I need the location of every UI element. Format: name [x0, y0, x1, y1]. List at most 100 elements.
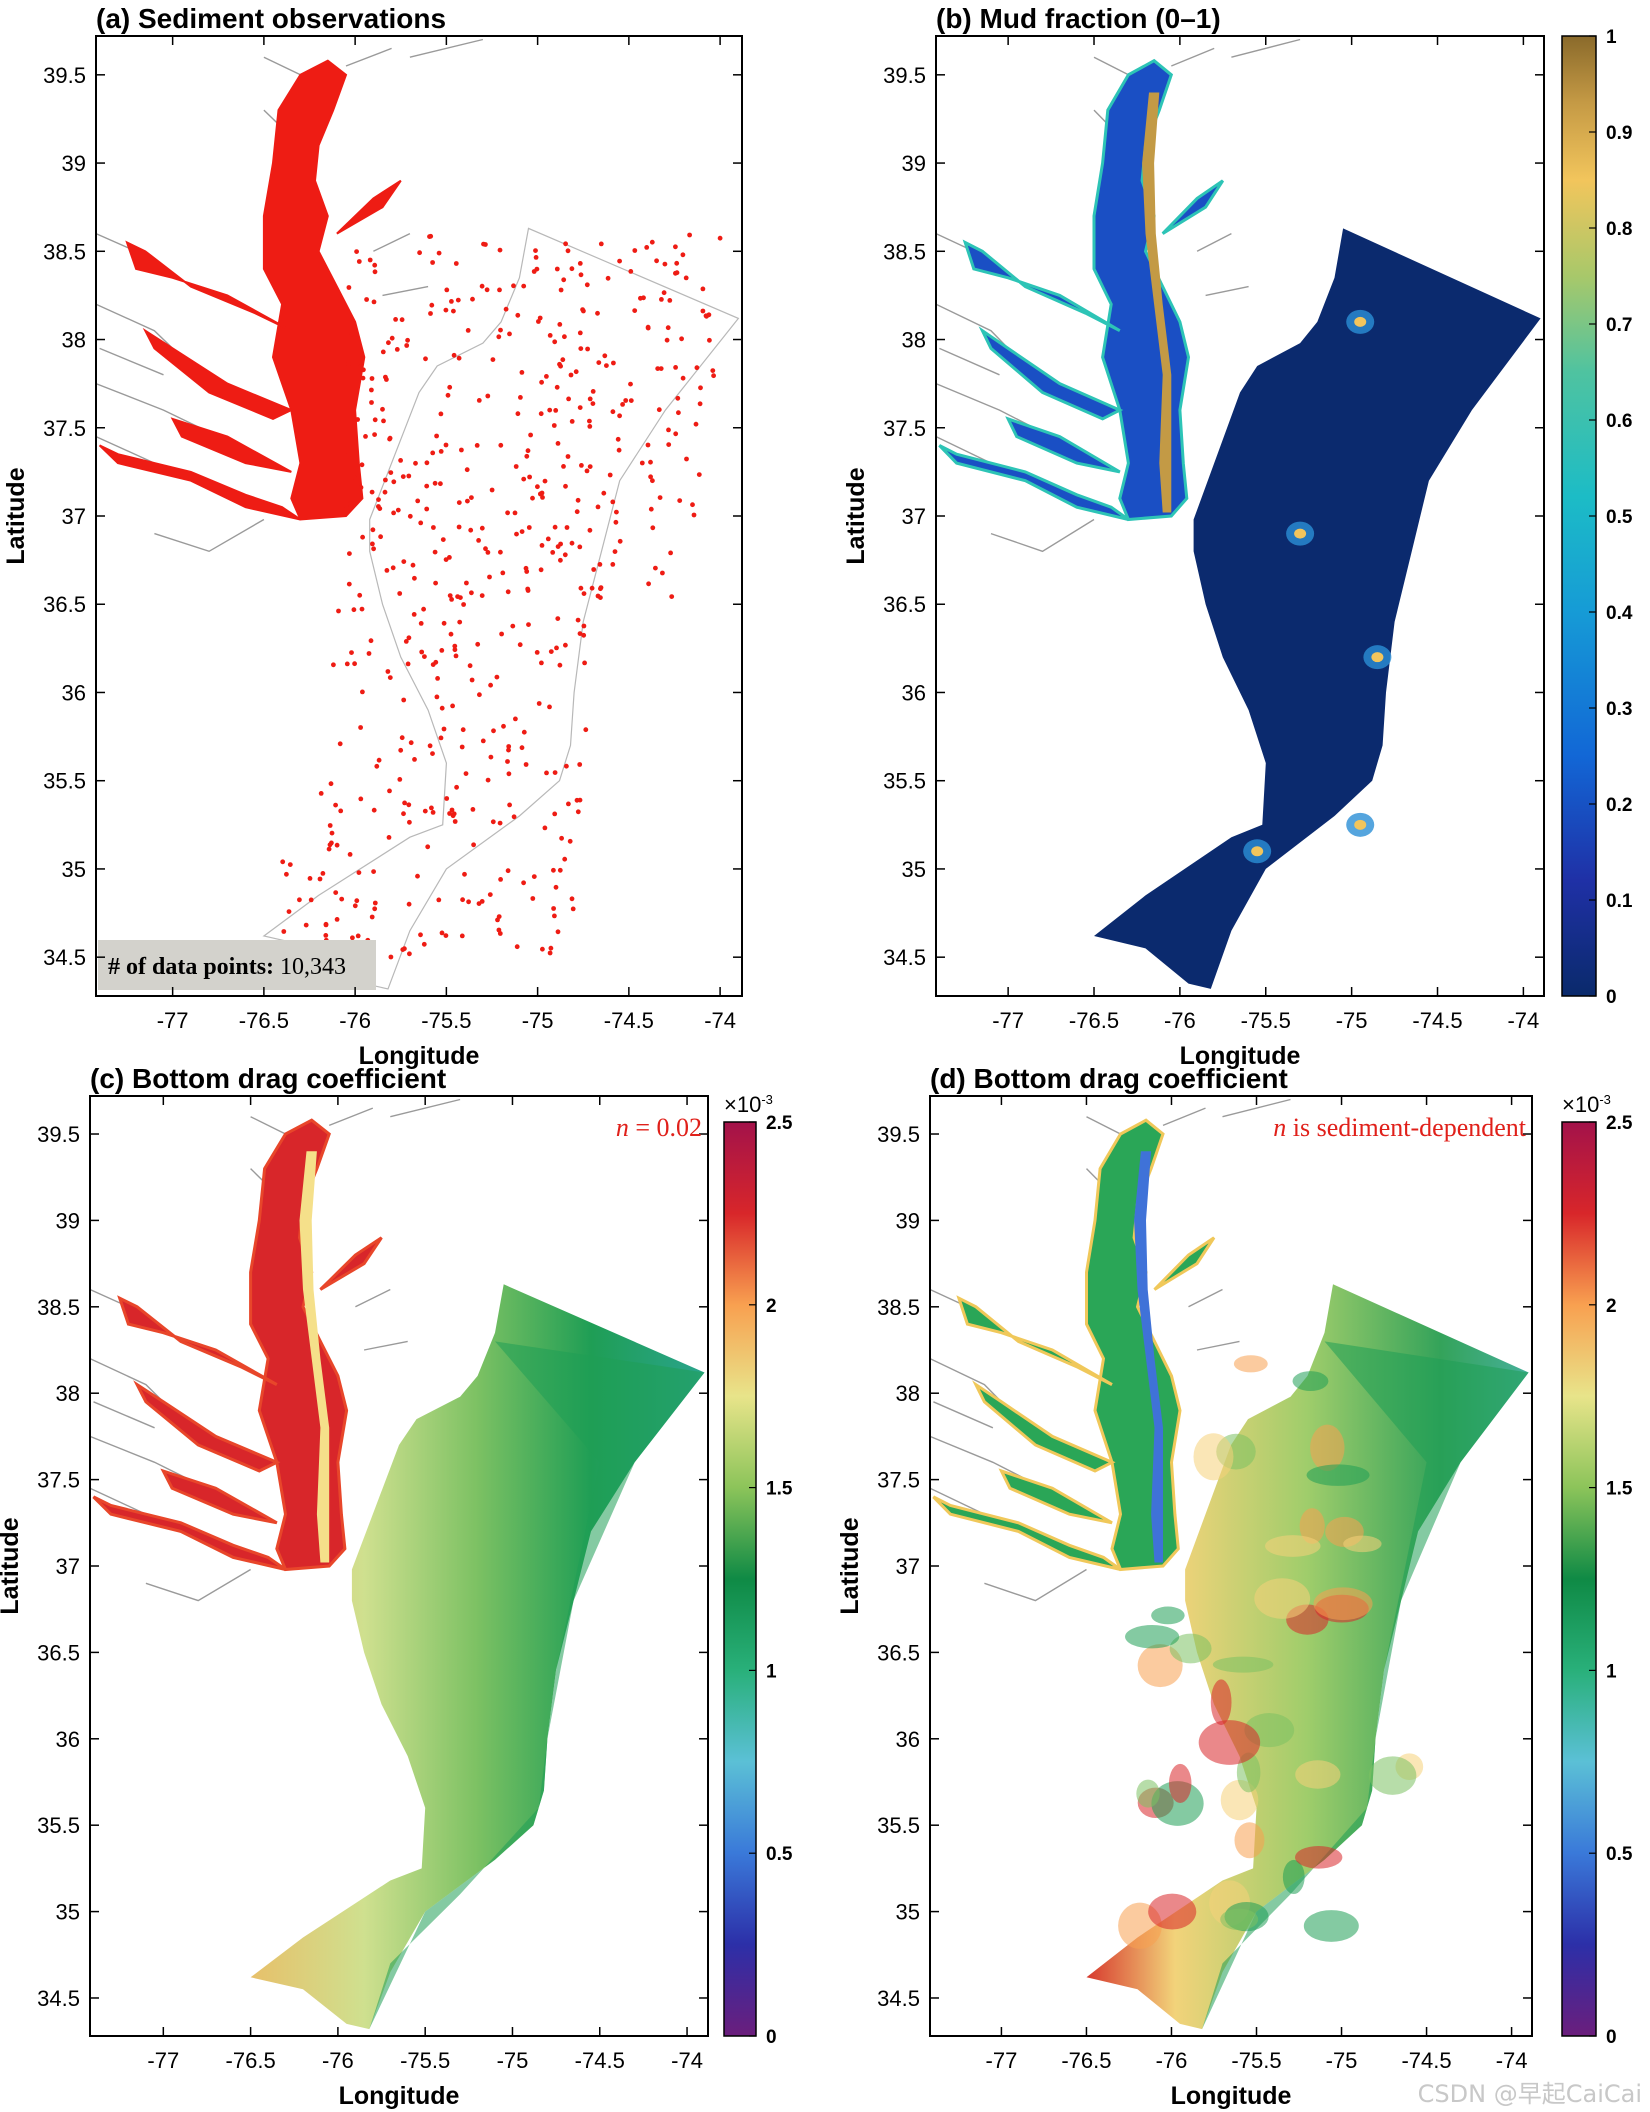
- observation-point: [577, 631, 583, 636]
- observation-point: [331, 662, 336, 668]
- observation-point: [587, 424, 593, 429]
- drag-patch: [1234, 1822, 1265, 1859]
- observation-point: [456, 500, 462, 505]
- observation-point: [360, 534, 365, 540]
- observation-point: [537, 315, 543, 321]
- observation-point: [575, 809, 581, 815]
- x-tick-label: -74.5: [575, 2048, 625, 2073]
- observation-point: [358, 725, 363, 730]
- observation-point: [544, 770, 549, 776]
- observation-point: [432, 549, 438, 555]
- shelf-field: [250, 1284, 705, 2030]
- observation-point: [454, 784, 459, 790]
- observation-point: [587, 396, 593, 402]
- observation-point: [387, 675, 393, 680]
- observation-point: [628, 269, 634, 274]
- observation-point: [542, 478, 548, 484]
- observation-point: [487, 892, 493, 897]
- observation-point: [563, 241, 568, 247]
- observation-point: [717, 235, 723, 241]
- observation-point: [589, 585, 595, 591]
- drag-patch: [1299, 1508, 1325, 1544]
- observation-point: [684, 456, 689, 462]
- observation-point: [438, 735, 444, 741]
- observation-point: [346, 361, 351, 367]
- observation-point: [653, 565, 658, 571]
- observation-point: [563, 483, 568, 489]
- observation-point: [398, 458, 403, 463]
- drag-patch: [1125, 1625, 1180, 1649]
- observation-point: [555, 616, 561, 621]
- y-tick-label: 35.5: [883, 769, 926, 794]
- observation-point: [514, 944, 520, 950]
- observation-point: [521, 476, 527, 482]
- panel-d: -77 -76.5 -76 -75.5 -75 -74.5 -7439.53938.5383…: [836, 1063, 1633, 2110]
- x-tick-label: -75.5: [1231, 2048, 1281, 2073]
- drag-patch: [1295, 1845, 1343, 1869]
- y-tick-label: 39.5: [883, 63, 926, 88]
- colorbar-c: 2.5 2 1.5 1 0.5 0 ×10-3: [723, 1092, 793, 2048]
- observation-point: [530, 896, 536, 901]
- observation-point: [645, 324, 651, 330]
- observation-point: [575, 617, 581, 623]
- observation-point: [628, 398, 634, 403]
- observation-point: [648, 506, 654, 512]
- observation-point: [355, 417, 360, 422]
- y-tick-label: 37: [56, 1554, 80, 1579]
- estuary-2: [133, 1380, 281, 1473]
- panel-a: # of data points: 10,343 -77 -76.5 -76 -75.5…: [2, 3, 743, 1070]
- observation-point: [551, 906, 556, 911]
- observation-point: [550, 550, 556, 555]
- observation-point: [406, 635, 412, 641]
- observation-point: [481, 241, 486, 247]
- y-tick-label: 38: [56, 1381, 80, 1406]
- observation-point: [496, 334, 502, 340]
- observation-point: [467, 663, 473, 669]
- observation-point: [354, 898, 360, 904]
- observation-point: [368, 638, 374, 644]
- x-tick-label: -74: [671, 2048, 703, 2073]
- observation-point: [525, 448, 531, 454]
- observation-point: [452, 819, 458, 824]
- observation-point: [359, 606, 365, 612]
- observation-point: [554, 384, 560, 390]
- x-tick-label: -75: [522, 1008, 554, 1033]
- observation-point: [584, 468, 590, 474]
- observation-point: [439, 648, 445, 653]
- colorbar-tick-label: 2.5: [766, 1113, 793, 1134]
- y-tick-label: 37: [62, 504, 86, 529]
- colorbar-tick-label: 0: [1606, 2027, 1617, 2048]
- y-axis-label: Latitude: [842, 467, 870, 564]
- observation-point: [449, 299, 454, 304]
- colorbar-tick-label: 1: [766, 1661, 777, 1682]
- observation-point: [455, 297, 461, 303]
- panel-b: -77 -76.5 -76 -75.5 -75 -74.5 -7439.53938.5383…: [842, 3, 1633, 1070]
- observation-point: [412, 575, 417, 581]
- observation-point: [610, 499, 616, 505]
- observation-point: [617, 538, 623, 544]
- annotation-rest: = 0.02: [629, 1113, 702, 1142]
- observation-point: [448, 631, 454, 637]
- drag-patch: [1343, 1535, 1382, 1553]
- observation-point: [615, 436, 621, 442]
- observation-point: [435, 676, 440, 681]
- observation-point: [547, 407, 553, 413]
- observation-point: [348, 420, 354, 425]
- observation-point: [480, 738, 486, 744]
- x-axis-label: Longitude: [1171, 2082, 1292, 2110]
- x-tick-label: -75: [497, 2048, 529, 2073]
- observation-point: [662, 261, 668, 267]
- observation-point: [441, 620, 447, 626]
- drag-patch: [1313, 1587, 1373, 1621]
- observation-point: [569, 266, 575, 272]
- observation-point: [577, 544, 583, 550]
- observation-point: [430, 260, 435, 265]
- annotation-rest: is sediment-dependent: [1286, 1113, 1526, 1142]
- observation-point: [391, 479, 397, 485]
- observation-point: [503, 306, 509, 312]
- observation-point: [566, 396, 571, 402]
- data-count-box: [98, 940, 376, 990]
- observation-point: [339, 896, 345, 902]
- observation-point: [431, 525, 436, 530]
- observation-point: [336, 608, 341, 614]
